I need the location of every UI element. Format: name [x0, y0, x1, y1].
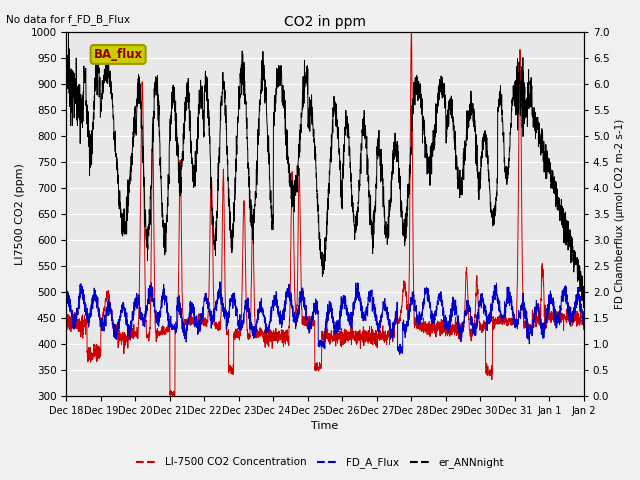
Y-axis label: FD Chamberflux (μmol CO2 m-2 s-1): FD Chamberflux (μmol CO2 m-2 s-1)	[615, 119, 625, 309]
Text: No data for f_FD_B_Flux: No data for f_FD_B_Flux	[6, 14, 131, 25]
Title: CO2 in ppm: CO2 in ppm	[284, 15, 366, 29]
Legend: LI-7500 CO2 Concentration, FD_A_Flux, er_ANNnight: LI-7500 CO2 Concentration, FD_A_Flux, er…	[131, 453, 509, 472]
Text: BA_flux: BA_flux	[93, 48, 143, 61]
Y-axis label: LI7500 CO2 (ppm): LI7500 CO2 (ppm)	[15, 163, 25, 265]
X-axis label: Time: Time	[312, 421, 339, 432]
